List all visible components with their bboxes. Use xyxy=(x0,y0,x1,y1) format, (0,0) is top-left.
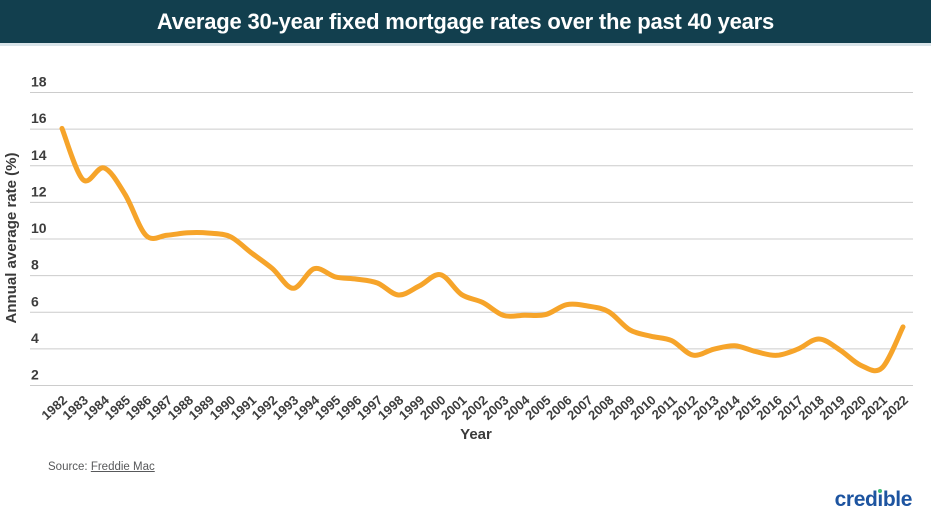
y-tick-label: 4 xyxy=(31,330,39,346)
y-tick-label: 16 xyxy=(31,110,47,126)
y-tick-label: 6 xyxy=(31,293,39,309)
logo-i-stem: ı xyxy=(877,488,883,511)
chart-title: Average 30-year fixed mortgage rates ove… xyxy=(156,8,775,34)
rate-line xyxy=(59,125,906,374)
credible-logo: credı ble xyxy=(834,488,913,512)
logo-text-after-i: ble xyxy=(882,488,913,511)
source-link[interactable]: Freddie Mac xyxy=(90,461,155,473)
chart-title-banner: Average 30-year fixed mortgage rates ove… xyxy=(0,0,931,46)
x-axis-title: Year xyxy=(460,426,492,443)
logo-green-dot-icon xyxy=(877,489,882,493)
y-tick-label: 8 xyxy=(31,257,39,273)
y-tick-label: 2 xyxy=(31,367,39,383)
y-tick-label: 14 xyxy=(31,147,47,163)
y-axis-title: Annual average rate (%) xyxy=(3,153,20,324)
logo-text-before-i: cred xyxy=(834,488,878,511)
source-note: Source: Freddie Mac xyxy=(48,461,155,473)
source-label: Source: xyxy=(48,461,91,473)
logo-letter-i: ı xyxy=(877,488,883,512)
y-tick-label: 10 xyxy=(31,220,47,236)
y-tick-label: 18 xyxy=(31,74,47,90)
y-tick-label: 12 xyxy=(31,183,47,199)
x-tick-label: 2022 xyxy=(879,392,911,422)
